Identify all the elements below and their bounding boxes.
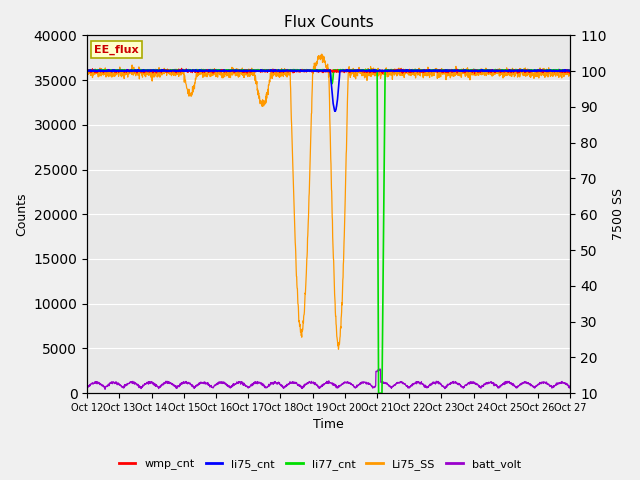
Text: EE_flux: EE_flux <box>94 44 139 55</box>
X-axis label: Time: Time <box>314 419 344 432</box>
Y-axis label: 7500 SS: 7500 SS <box>612 188 625 240</box>
Title: Flux Counts: Flux Counts <box>284 15 374 30</box>
Legend: wmp_cnt, li75_cnt, li77_cnt, Li75_SS, batt_volt: wmp_cnt, li75_cnt, li77_cnt, Li75_SS, ba… <box>115 455 525 474</box>
Y-axis label: Counts: Counts <box>15 192 28 236</box>
